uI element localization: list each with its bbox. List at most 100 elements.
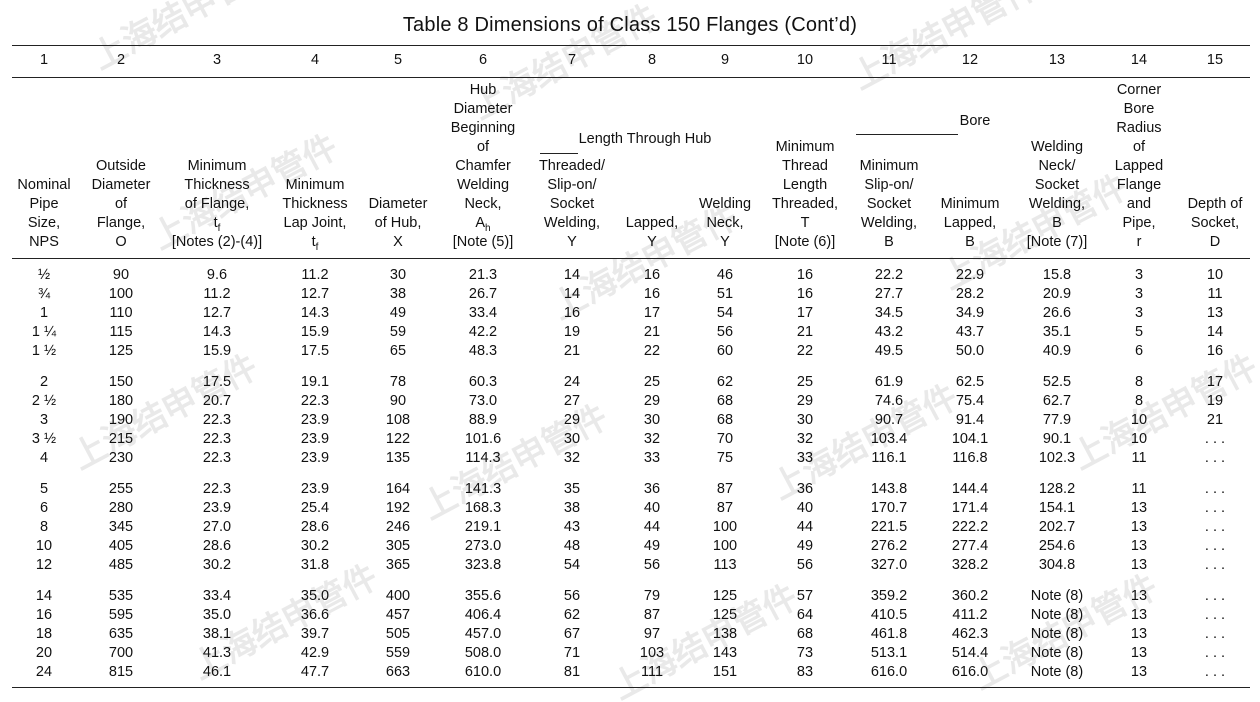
table-cell: 38	[563, 500, 581, 517]
column-header-line: Threaded,	[771, 196, 839, 212]
column-header-line: Neck/	[1038, 158, 1076, 174]
column-header-line: of Flange,	[184, 196, 250, 212]
column-header-line: Length	[782, 177, 828, 193]
table-cell: 48	[563, 538, 581, 555]
group-header-bore: Bore	[959, 113, 991, 129]
column-header-line: Socket	[549, 196, 595, 212]
column-header-line: of	[114, 196, 128, 212]
table-cell: 62	[563, 607, 581, 624]
table-cell: 125	[712, 588, 738, 604]
table-cell: 125	[712, 607, 738, 624]
column-number-2: 2	[116, 52, 126, 68]
table-cell: 13	[1130, 645, 1148, 662]
table-cell: 13	[1130, 664, 1148, 681]
table-cell: 62	[716, 374, 734, 390]
column-number-14: 14	[1130, 52, 1148, 68]
table-cell: 49.5	[874, 343, 904, 360]
table-cell: 255	[108, 481, 134, 497]
column-header-14: Corner Bore Radius of Lapped Flange and Pipe, r	[1106, 81, 1172, 252]
column-header-line: Flange	[1116, 177, 1162, 193]
table-cell: 635	[108, 626, 134, 643]
table-cell: 97	[643, 626, 661, 643]
table-cell: 71	[563, 645, 581, 662]
table-cell: 411.2	[952, 607, 988, 624]
table-cell: 17	[1206, 374, 1224, 390]
table-cell: 49	[389, 305, 407, 322]
table-cell: 505	[385, 626, 411, 643]
column-header-line: Socket	[866, 196, 912, 212]
nps-cell: 1	[39, 305, 49, 322]
table-cell: 60.3	[468, 374, 498, 390]
nps-cell: 5	[39, 481, 49, 497]
table-cell: 28.6	[202, 538, 232, 555]
table-cell: 280	[108, 500, 134, 517]
column-number-7: 7	[567, 52, 577, 68]
table-cell: 616.0	[870, 664, 908, 681]
column-number-13: 13	[1048, 52, 1066, 68]
table-cell: 246	[385, 519, 411, 536]
subscript: h	[485, 222, 491, 234]
top-rule	[12, 45, 1250, 46]
column-header-line: Lapped	[1114, 158, 1164, 174]
table-cell: 10	[1130, 431, 1148, 448]
table-cell: 88.9	[468, 412, 498, 429]
table-cell: 3	[1134, 305, 1144, 322]
table-cell: 219.1	[464, 519, 502, 536]
column-header-line: D	[1209, 234, 1221, 250]
column-header-line: Lap Joint,	[283, 215, 347, 231]
table-cell: 8	[1134, 393, 1144, 410]
table-cell: 51	[716, 286, 734, 303]
column-header-line: [Note (5)]	[452, 234, 514, 250]
table-cell: 111	[640, 664, 664, 681]
table-cell: 410.5	[870, 607, 908, 624]
column-header-line: Depth of	[1187, 196, 1243, 212]
table-cell: 405	[108, 538, 134, 555]
table-cell: 48.3	[468, 343, 498, 360]
table-cell: . . .	[1204, 519, 1226, 536]
table-cell: 13	[1206, 305, 1224, 322]
table-cell: 32	[643, 431, 661, 448]
column-header-line: Outside	[96, 158, 146, 174]
table-cell: 30.2	[300, 538, 330, 555]
table-cell: 73.0	[468, 393, 498, 410]
table-cell: 65	[389, 343, 407, 360]
bottom-rule	[12, 687, 1250, 688]
table-cell: 16	[643, 267, 661, 283]
table-cell: 663	[385, 664, 411, 681]
table-cell: 35.0	[202, 607, 232, 624]
column-header-13: Welding Neck/Socket Welding, B [Note (7)]	[1012, 138, 1102, 252]
table-cell: 110	[109, 305, 133, 322]
table-cell: 50.0	[955, 343, 985, 360]
table-cell: 328.2	[951, 557, 989, 574]
table-cell: 28.2	[955, 286, 985, 303]
table-title: Table 8 Dimensions of Class 150 Flanges …	[402, 14, 858, 36]
column-header-line: Welding	[1030, 139, 1084, 155]
table-cell: 74.6	[874, 393, 904, 410]
table-cell: . . .	[1204, 645, 1226, 662]
table-cell: 33	[643, 450, 661, 467]
table-cell: 19	[1206, 393, 1224, 410]
nps-cell: ¾	[37, 286, 51, 303]
column-number-1: 1	[39, 52, 49, 68]
table-cell: 15.8	[1042, 267, 1072, 283]
table-cell: . . .	[1204, 588, 1226, 604]
table-cell: 68	[716, 412, 734, 429]
table-cell: 90	[389, 393, 407, 410]
table-cell: 46.1	[202, 664, 232, 681]
table-cell: 90	[112, 267, 130, 283]
table-cell: 16	[563, 305, 581, 322]
nps-cell: 8	[39, 519, 49, 536]
table-cell: 78	[389, 374, 407, 390]
table-cell: 40	[643, 500, 661, 517]
table-cell: 36	[643, 481, 661, 497]
table-cell: . . .	[1204, 607, 1226, 624]
table-cell: 276.2	[870, 538, 908, 555]
table-cell: 16	[1206, 343, 1224, 360]
table-cell: 8	[1134, 374, 1144, 390]
table-cell: 11.2	[203, 286, 231, 303]
table-cell: 59	[389, 324, 407, 341]
table-cell: 30	[563, 431, 581, 448]
table-cell: 16	[643, 286, 661, 303]
table-cell: 23.9	[300, 481, 330, 497]
group-underline-bore	[856, 134, 958, 135]
